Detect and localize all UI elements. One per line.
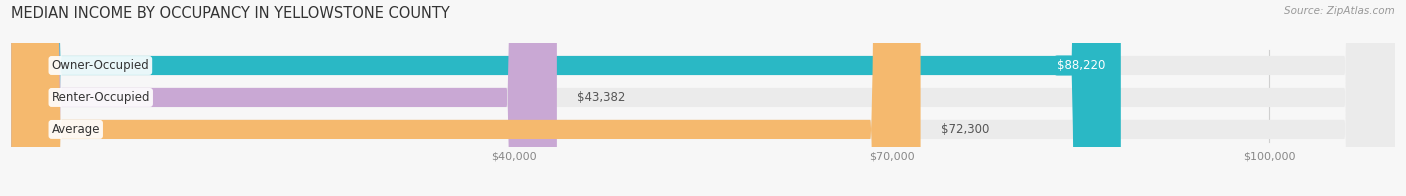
Text: MEDIAN INCOME BY OCCUPANCY IN YELLOWSTONE COUNTY: MEDIAN INCOME BY OCCUPANCY IN YELLOWSTON… [11, 6, 450, 21]
Text: $88,220: $88,220 [1057, 59, 1105, 72]
FancyBboxPatch shape [11, 0, 1395, 196]
Text: Source: ZipAtlas.com: Source: ZipAtlas.com [1284, 6, 1395, 16]
Text: Owner-Occupied: Owner-Occupied [52, 59, 149, 72]
FancyBboxPatch shape [11, 0, 921, 196]
Text: Average: Average [52, 123, 100, 136]
FancyBboxPatch shape [11, 0, 1121, 196]
Text: $43,382: $43,382 [576, 91, 626, 104]
FancyBboxPatch shape [11, 0, 1395, 196]
FancyBboxPatch shape [11, 0, 1395, 196]
Text: Renter-Occupied: Renter-Occupied [52, 91, 150, 104]
Text: $72,300: $72,300 [941, 123, 988, 136]
FancyBboxPatch shape [11, 0, 557, 196]
